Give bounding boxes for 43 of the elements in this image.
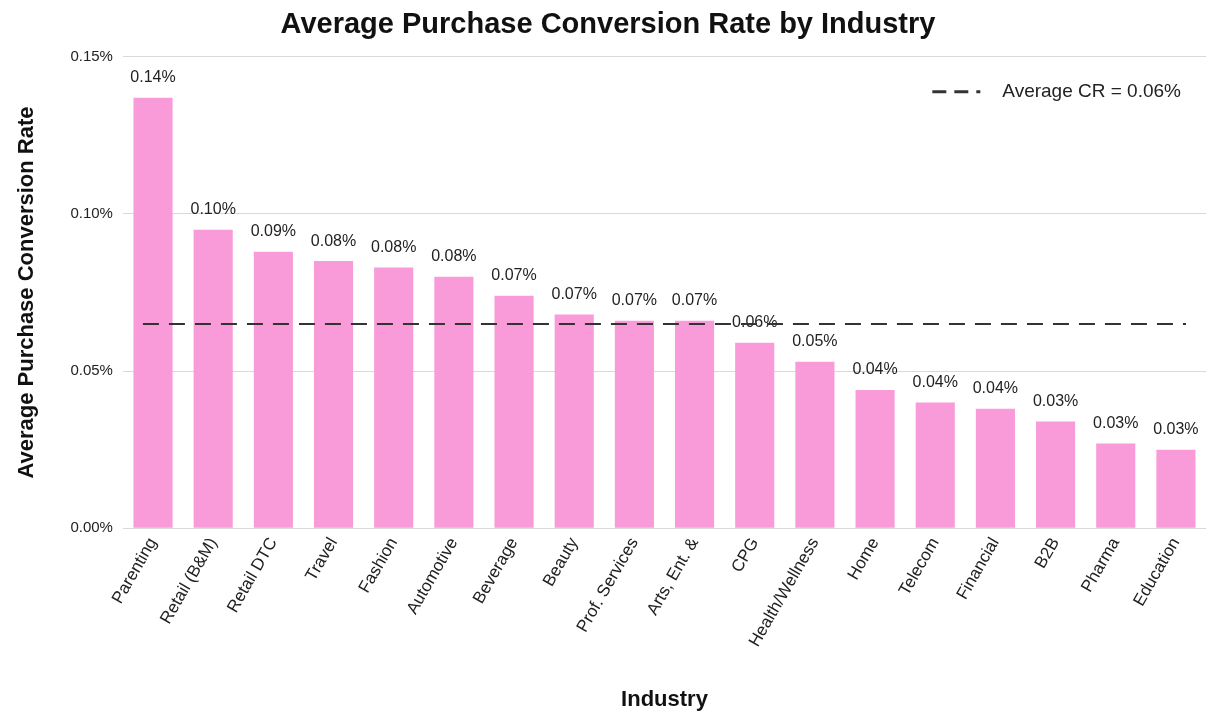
chart-title: Average Purchase Conversion Rate by Industry <box>280 7 936 40</box>
data-label: 0.04% <box>972 379 1019 397</box>
bar <box>133 97 173 528</box>
data-label: 0.04% <box>852 360 898 378</box>
bar <box>1156 449 1196 528</box>
bar <box>193 229 233 528</box>
data-label: 0.04% <box>912 372 958 390</box>
data-label: 0.09% <box>250 222 297 240</box>
bar <box>915 402 955 528</box>
bar <box>975 408 1015 528</box>
data-label: 0.07% <box>611 291 658 309</box>
bar <box>855 389 895 528</box>
bar <box>434 276 474 528</box>
bar <box>675 320 715 528</box>
x-axis-title: Industry <box>621 685 709 711</box>
data-label: 0.03% <box>1153 420 1199 438</box>
bar <box>374 267 414 528</box>
bar <box>253 251 293 528</box>
data-label: 0.10% <box>190 200 236 218</box>
bar <box>494 295 534 528</box>
data-label: 0.07% <box>671 291 718 309</box>
bar <box>1036 421 1076 528</box>
bar <box>554 314 594 528</box>
data-label: 0.14% <box>130 68 176 86</box>
data-label: 0.07% <box>491 266 537 284</box>
y-tick-label: 0.00% <box>70 518 113 536</box>
y-tick-label: 0.05% <box>70 361 113 379</box>
data-label: 0.03% <box>1093 413 1139 431</box>
data-label: 0.08% <box>371 237 417 255</box>
data-label: 0.07% <box>551 284 597 302</box>
y-axis-title: Average Purchase Conversion Rate <box>13 106 39 479</box>
data-label: 0.05% <box>792 332 838 350</box>
data-label: 0.03% <box>1032 391 1079 409</box>
bar <box>795 361 835 528</box>
legend-label: Average CR = 0.06% <box>1002 80 1182 102</box>
bar <box>614 320 654 528</box>
y-tick-label: 0.10% <box>70 204 113 222</box>
bar <box>1096 443 1136 528</box>
data-label: 0.08% <box>431 247 477 265</box>
bar <box>735 342 775 528</box>
y-tick-label: 0.15% <box>70 46 113 64</box>
bar <box>313 261 354 528</box>
data-label: 0.08% <box>310 231 357 249</box>
